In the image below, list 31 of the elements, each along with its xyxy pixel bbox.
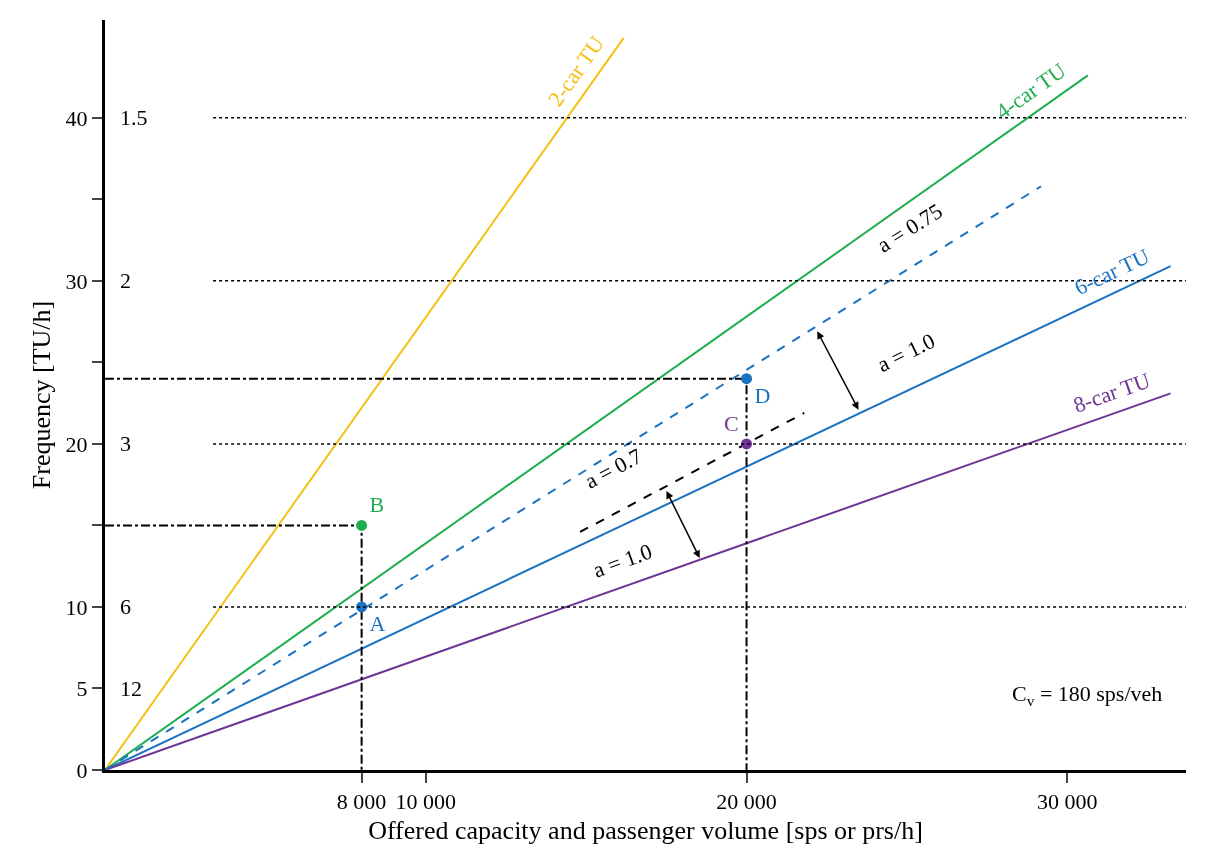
- y-axis-title: Frequency [TU/h]: [27, 300, 56, 490]
- y-tick-label: 20: [65, 431, 88, 457]
- series-label: A: [369, 611, 386, 637]
- text: 8-car TU: [1070, 367, 1154, 418]
- series-label: B: [369, 492, 385, 518]
- annotation: a = 1.0: [589, 538, 656, 583]
- annotation: 6: [120, 594, 131, 619]
- point: [356, 519, 368, 531]
- y-tick-label: 40: [65, 105, 88, 131]
- text: 4-car TU: [990, 57, 1071, 125]
- annotation: a = 0.75: [872, 198, 947, 258]
- annotation: 1.5: [120, 105, 148, 130]
- annotation: a = 1.0: [873, 327, 939, 377]
- series-label: D: [754, 383, 771, 409]
- annotation: 12: [120, 676, 142, 701]
- x-tick-label: 20 000: [716, 789, 777, 815]
- annotation: C$_{v}$ = 180 sps/veh: [1012, 681, 1163, 709]
- x-tick-label: 8 000: [336, 789, 387, 815]
- annotation: 2: [120, 268, 131, 293]
- x-tick-label: 30 000: [1037, 789, 1098, 815]
- y-tick-label: 10: [65, 594, 88, 620]
- y-tick-label: 0: [76, 757, 88, 783]
- annotation: 3: [120, 431, 131, 456]
- text: 6-car TU: [1070, 243, 1154, 301]
- x-tick-label: 10 000: [395, 789, 457, 815]
- y-tick-label: 30: [65, 268, 88, 294]
- x-axis-title: Offered capacity and passenger volume [sps or prs/h]: [368, 816, 923, 846]
- annotation: a = 0.7: [580, 443, 646, 494]
- point: [741, 373, 753, 385]
- y-tick-label: 5: [76, 676, 88, 702]
- series-label: C: [723, 410, 739, 436]
